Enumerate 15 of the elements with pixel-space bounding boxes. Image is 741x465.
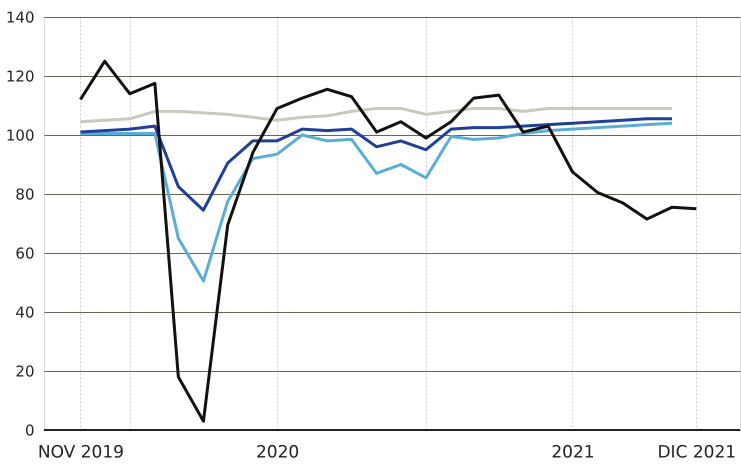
y-tick-label: 120 <box>6 68 34 86</box>
x-tick-label: 2021 <box>551 442 595 462</box>
x-tick-label: DIC 2021 <box>657 442 736 462</box>
line-series <box>78 60 698 423</box>
y-tick-label: 100 <box>6 126 34 144</box>
line-series <box>78 122 674 283</box>
x-tick-label: NOV 2019 <box>38 442 124 462</box>
y-tick-label: 40 <box>15 304 34 322</box>
y-tick-label: 140 <box>6 8 34 26</box>
y-tick-label: 60 <box>15 244 34 262</box>
x-tick-label: 2020 <box>256 442 300 462</box>
y-tick-label: 0 <box>24 422 34 440</box>
line-series <box>78 117 674 212</box>
y-tick-label: 20 <box>15 362 34 380</box>
y-tick-label: 80 <box>15 186 34 204</box>
